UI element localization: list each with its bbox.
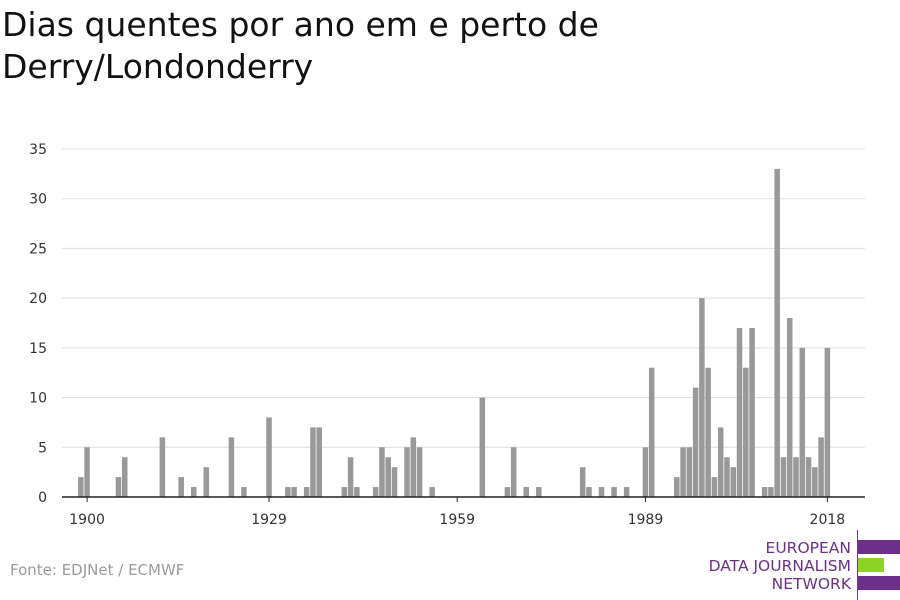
bar-1948 — [385, 457, 391, 497]
bar-2012 — [786, 318, 793, 497]
bar-1937 — [316, 427, 322, 497]
bar-2002 — [724, 457, 730, 497]
bar-1951 — [404, 447, 410, 497]
bar-1925 — [241, 487, 247, 497]
bar-1984 — [611, 487, 617, 497]
bar-1996 — [686, 447, 693, 497]
bar-1943 — [354, 487, 360, 497]
x-tick-label: 1959 — [439, 512, 475, 528]
bar-2000 — [711, 477, 718, 497]
bar-1899 — [78, 477, 84, 497]
bar-1953 — [416, 447, 423, 497]
bar-1941 — [341, 487, 348, 497]
bar-1994 — [674, 477, 680, 497]
bar-1936 — [310, 427, 316, 497]
bar-1929 — [266, 417, 272, 497]
bars — [78, 168, 831, 497]
bar-2003 — [730, 467, 737, 497]
y-tick-label: 0 — [38, 490, 47, 506]
bar-1919 — [203, 467, 210, 497]
bar-1986 — [623, 487, 630, 497]
bar-2018 — [824, 347, 831, 497]
source-note: Fonte: EDJNet / ECMWF — [10, 561, 185, 579]
edjnet-logo[interactable]: EUROPEAN DATA JOURNALISM NETWORK — [700, 530, 900, 600]
bar-1933 — [291, 487, 297, 497]
bar-2010 — [774, 168, 780, 497]
bar-1990 — [648, 367, 655, 497]
bar-2014 — [799, 347, 806, 497]
bar-1915 — [178, 477, 184, 497]
y-tick-label: 25 — [29, 241, 47, 257]
bar-2008 — [761, 487, 768, 497]
bar-1947 — [379, 447, 385, 497]
bar-1906 — [121, 457, 128, 497]
logo-line-3: NETWORK — [771, 575, 851, 593]
x-tick-label: 2018 — [810, 512, 846, 528]
bar-1917 — [190, 487, 197, 497]
logo-bar-purple-top — [858, 540, 900, 554]
y-tick-label: 5 — [38, 440, 47, 456]
bar-1982 — [598, 487, 605, 497]
bar-1946 — [372, 487, 379, 497]
logo-bar-green — [858, 558, 884, 572]
bar-1949 — [391, 467, 398, 497]
bar-1972 — [536, 487, 542, 497]
bar-1952 — [410, 437, 417, 497]
bar-2005 — [743, 367, 749, 497]
bar-1979 — [579, 467, 586, 497]
bar-1999 — [705, 367, 711, 497]
x-tick-label: 1900 — [69, 512, 105, 528]
logo-bar-purple-bottom — [858, 576, 900, 590]
y-tick-label: 35 — [29, 142, 47, 158]
bar-2006 — [749, 327, 755, 497]
bar-1935 — [303, 487, 310, 497]
bar-1980 — [586, 487, 592, 497]
bar-1998 — [699, 298, 705, 497]
logo-line-2: DATA JOURNALISM — [708, 557, 851, 575]
logo-divider — [857, 530, 858, 600]
bar-1912 — [159, 437, 166, 497]
bar-1997 — [692, 387, 699, 497]
bar-2015 — [805, 457, 812, 497]
bar-2011 — [780, 457, 787, 497]
x-tick-label: 1929 — [251, 512, 287, 528]
bar-2017 — [818, 437, 824, 497]
bar-1900 — [84, 447, 90, 497]
bar-1955 — [429, 487, 435, 497]
bar-1923 — [228, 437, 235, 497]
x-tick-label: 1989 — [628, 512, 664, 528]
gridlines — [62, 148, 865, 448]
bar-2004 — [736, 327, 743, 497]
bar-2016 — [812, 467, 818, 497]
bar-1968 — [510, 447, 517, 497]
bar-1967 — [504, 487, 511, 497]
bar-2009 — [768, 487, 774, 497]
logo-line-1: EUROPEAN — [765, 539, 851, 557]
bar-1942 — [347, 457, 354, 497]
bar-2013 — [793, 457, 799, 497]
chart-title: Dias quentes por ano em e perto de Derry… — [2, 5, 599, 86]
bar-1963 — [479, 397, 486, 497]
bar-1905 — [115, 477, 122, 497]
y-tick-label: 20 — [29, 291, 47, 307]
axes: 0 5 10 15 20 25 30 35 1900 1929 1959 1989 2018 — [29, 142, 865, 528]
y-tick-label: 15 — [29, 341, 47, 357]
bar-1932 — [285, 487, 291, 497]
bar-1970 — [523, 487, 529, 497]
y-tick-label: 10 — [29, 391, 47, 407]
bar-1995 — [680, 447, 686, 497]
bar-2001 — [717, 427, 724, 497]
bar-1989 — [642, 447, 649, 497]
y-tick-label: 30 — [29, 192, 47, 208]
